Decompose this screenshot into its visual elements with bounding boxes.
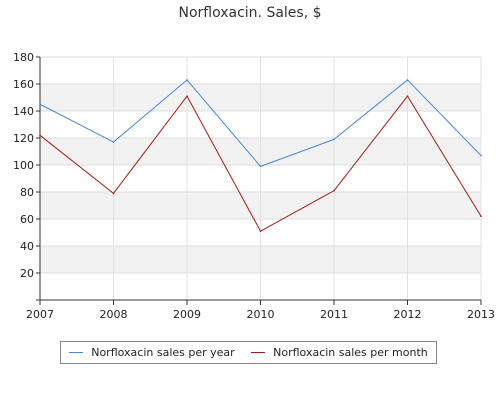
chart-legend: Norfloxacin sales per year Norfloxacin s… — [60, 341, 437, 364]
series-1-point — [259, 165, 262, 168]
legend-label-1: Norfloxacin sales per year — [91, 346, 235, 359]
y-tick-label: 120 — [13, 132, 34, 145]
series-1-segment — [186, 79, 261, 167]
y-tick-label: 20 — [20, 267, 34, 280]
series-1-point — [480, 154, 482, 157]
y-tick-label: 40 — [20, 240, 34, 253]
series-1-point — [39, 103, 41, 106]
series-1-point — [112, 141, 115, 143]
x-tick-label: 2012 — [394, 308, 422, 321]
x-tick-label: 2009 — [173, 308, 201, 321]
series-1-segment — [407, 79, 482, 156]
x-tick-label: 2008 — [100, 308, 128, 321]
series-2-segment — [407, 95, 482, 217]
series-2-segment — [333, 95, 408, 191]
series-1-point — [186, 79, 188, 81]
series-2-segment — [39, 134, 114, 194]
x-tick-label: 2011 — [320, 308, 348, 321]
chart-title: Norfloxacin. Sales, $ — [178, 5, 321, 21]
legend-swatch-1 — [69, 352, 84, 353]
series-2 — [39, 95, 482, 232]
series-1-segment — [260, 138, 335, 167]
legend-label-2: Norfloxacin sales per month — [273, 346, 428, 359]
series-1-segment — [333, 79, 408, 140]
y-tick-label: 160 — [13, 78, 34, 91]
series-2-segment — [186, 95, 261, 232]
series-1-point — [333, 138, 335, 141]
series-2-point — [406, 95, 409, 97]
series-1-segment — [113, 79, 188, 143]
x-tick-label: 2010 — [247, 308, 275, 321]
series-2-point — [39, 134, 41, 137]
series-1-segment — [39, 103, 114, 143]
series-1-point — [406, 79, 409, 81]
series-2-point — [333, 189, 335, 192]
series-2-segment — [260, 190, 335, 232]
y-tick-label: 100 — [13, 159, 34, 172]
series-2-point — [480, 215, 482, 218]
y-tick-label: 60 — [20, 213, 34, 226]
chart-axes: 20 40 60 80 100 120 140 160 180 2007 2008 2009 2010 2… — [13, 51, 495, 321]
y-tick-label: 80 — [20, 186, 34, 199]
series-2-point — [259, 230, 262, 232]
series-1 — [39, 79, 482, 168]
y-tick-label: 140 — [13, 105, 34, 118]
x-tick-label: 2007 — [26, 308, 54, 321]
legend-item-2: Norfloxacin sales per month — [251, 346, 428, 359]
series-2-point — [186, 95, 188, 97]
chart-series — [39, 79, 482, 232]
series-2-segment — [113, 95, 188, 194]
series-2-point — [112, 192, 115, 195]
legend-item-1: Norfloxacin sales per year — [69, 346, 235, 359]
y-tick-label: 180 — [13, 51, 34, 64]
x-tick-label: 2013 — [467, 308, 495, 321]
legend-swatch-2 — [251, 352, 266, 353]
